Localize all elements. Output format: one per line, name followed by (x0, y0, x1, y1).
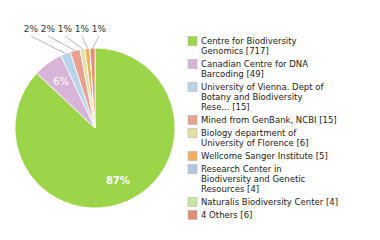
legend-swatch (188, 165, 197, 174)
pie-slice (90, 48, 95, 128)
data-label: 1% (58, 24, 73, 34)
pie-slice (90, 48, 95, 128)
legend-label: Biology department ofUniversity of Flore… (201, 128, 309, 148)
leader-line (31, 36, 66, 54)
data-label: 1% (75, 24, 90, 34)
leader-line (92, 36, 99, 48)
data-label: 1% (92, 24, 107, 34)
data-label: 6% (53, 76, 69, 87)
legend-swatch (188, 83, 197, 92)
legend-label: 4 Others [6] (201, 210, 252, 220)
chart: 87%6%1%1%1%2%2%Centre for BiodiversityGe… (0, 0, 380, 240)
legend-label: Wellcome Sanger Institute [5] (201, 151, 328, 161)
pie-slice (15, 48, 175, 208)
legend-swatch (188, 60, 197, 69)
legend-label: Centre for BiodiversityGenomics [717] (201, 36, 297, 56)
legend-swatch (188, 198, 197, 207)
legend-swatch (188, 129, 197, 138)
legend-label: University of Vienna. Dept ofBotany and … (201, 82, 324, 112)
data-label: 87% (106, 175, 130, 186)
legend-swatch (188, 152, 197, 161)
legend: Centre for BiodiversityGenomics [717] Can… (188, 36, 338, 220)
legend-label: Mined from GenBank, NCBI [15] (201, 115, 337, 125)
pie-slice (90, 48, 95, 128)
legend-swatch (188, 211, 197, 220)
legend-label: Research Center inBiodiversity and Genet… (201, 164, 306, 194)
pie-slice (80, 49, 95, 128)
legend-swatch (188, 116, 197, 125)
legend-label: Naturalis Biodiversity Center [4] (201, 197, 338, 207)
leader-line (48, 36, 75, 51)
data-label: 2% (24, 24, 39, 34)
pie (15, 48, 175, 208)
leader-line (65, 36, 82, 49)
leader-line (82, 36, 87, 48)
data-labels: 87%6%1%1%1%2%2% (24, 24, 130, 186)
pie-slice (85, 48, 95, 128)
legend-swatch (188, 37, 197, 46)
data-label: 2% (41, 24, 56, 34)
legend-label: Canadian Centre for DNABarcoding [49] (201, 59, 308, 79)
